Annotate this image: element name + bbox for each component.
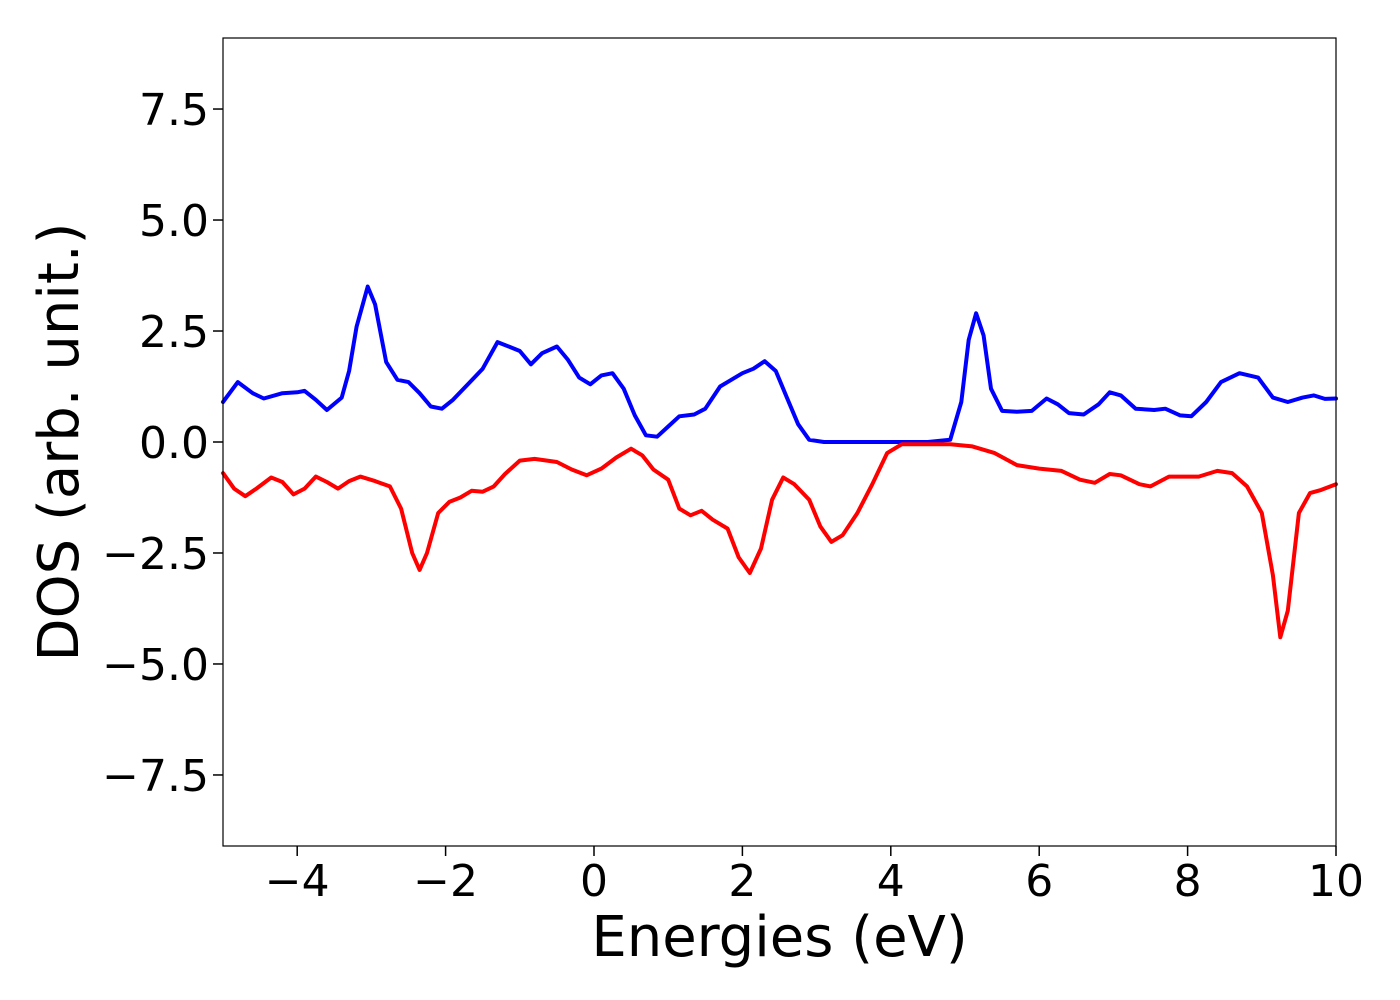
- series-line-2: [221, 442, 1338, 640]
- x-tick-marks: [296, 846, 1337, 856]
- x-tick-label: 8: [1174, 856, 1202, 907]
- y-tick-label: −5.0: [102, 640, 209, 691]
- x-tick-label: 4: [877, 856, 905, 907]
- y-tick-labels: 7.5 5.0 2.5 0.0 −2.5 −5.0 −7.5: [102, 85, 209, 802]
- y-tick-label: 5.0: [139, 196, 209, 247]
- x-tick-label: 10: [1308, 856, 1364, 907]
- y-tick-label: −7.5: [102, 751, 209, 802]
- x-tick-labels: −4 −2 0 2 4 6 8 10: [265, 856, 1364, 907]
- series-line-1: [221, 284, 1338, 444]
- y-tick-label: 7.5: [139, 85, 209, 136]
- y-axis-label: DOS (arb. unit.): [27, 222, 92, 661]
- series-lines: [221, 284, 1338, 640]
- y-tick-label: 0.0: [139, 418, 209, 469]
- y-tick-marks: [213, 108, 223, 776]
- x-tick-label: 2: [728, 856, 756, 907]
- x-tick-label: 0: [580, 856, 608, 907]
- x-tick-label: −2: [413, 856, 478, 907]
- x-tick-label: −4: [265, 856, 330, 907]
- x-tick-label: 6: [1025, 856, 1053, 907]
- x-axis-label: Energies (eV): [591, 905, 967, 970]
- plot-frame: [222, 37, 1337, 847]
- y-tick-label: −2.5: [102, 529, 209, 580]
- y-tick-label: 2.5: [139, 307, 209, 358]
